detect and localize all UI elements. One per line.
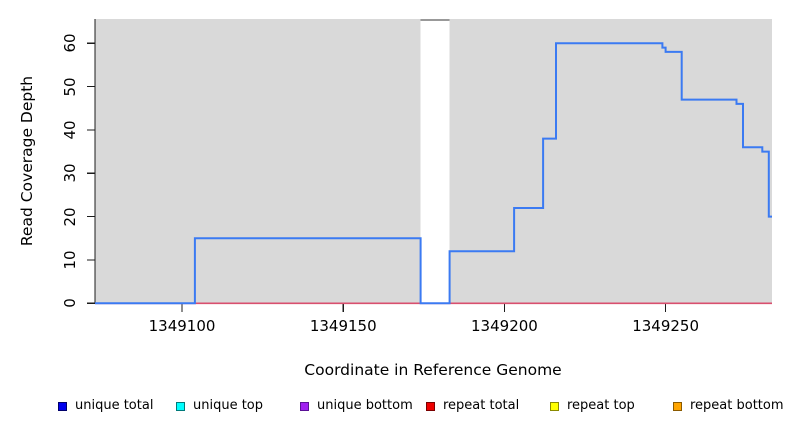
legend-swatch-unique-top-icon xyxy=(176,401,185,411)
y-axis-title: Read Coverage Depth xyxy=(18,75,36,247)
legend-swatch-unique-total-icon xyxy=(58,401,67,411)
legend-label-repeat-top: repeat top xyxy=(567,398,635,413)
x-tick-label-1349150: 1349150 xyxy=(309,317,377,335)
legend-item-repeat-top: repeat top xyxy=(550,399,635,413)
legend-item-unique-top: unique top xyxy=(176,399,263,413)
y-tick-label-20: 20 xyxy=(61,207,79,227)
legend-item-unique-bottom: unique bottom xyxy=(300,399,413,413)
legend-label-repeat-bottom: repeat bottom xyxy=(690,398,784,413)
legend-swatch-repeat-total-icon xyxy=(426,401,435,411)
legend-item-unique-total: unique total xyxy=(58,399,153,413)
legend-label-unique-total: unique total xyxy=(75,398,154,413)
legend-item-repeat-total: repeat total xyxy=(426,399,519,413)
x-axis-title: Coordinate in Reference Genome xyxy=(304,361,562,379)
gap-band-cap xyxy=(420,19,450,22)
y-tick-label-10: 10 xyxy=(61,250,79,270)
x-tick-label-1349100: 1349100 xyxy=(148,317,216,335)
legend-item-repeat-bottom: repeat bottom xyxy=(673,399,784,413)
legend-label-repeat-total: repeat total xyxy=(443,398,520,413)
x-tick-label-1349250: 1349250 xyxy=(632,317,700,335)
y-tick-label-60: 60 xyxy=(61,33,79,53)
series-line-unique-total xyxy=(95,42,772,305)
legend-swatch-repeat-bottom-icon xyxy=(673,401,682,411)
legend-swatch-unique-bottom-icon xyxy=(300,401,309,411)
x-tick-label-1349200: 1349200 xyxy=(471,317,538,335)
legend-label-unique-top: unique top xyxy=(193,398,264,413)
y-tick-label-30: 30 xyxy=(61,163,79,183)
legend-swatch-repeat-top-icon xyxy=(550,401,559,411)
legend-label-unique-bottom: unique bottom xyxy=(317,398,413,413)
coverage-gap-band xyxy=(420,19,450,304)
y-tick-label-40: 40 xyxy=(61,120,79,140)
y-tick-label-0: 0 xyxy=(61,298,79,309)
y-tick-label-50: 50 xyxy=(61,77,79,97)
